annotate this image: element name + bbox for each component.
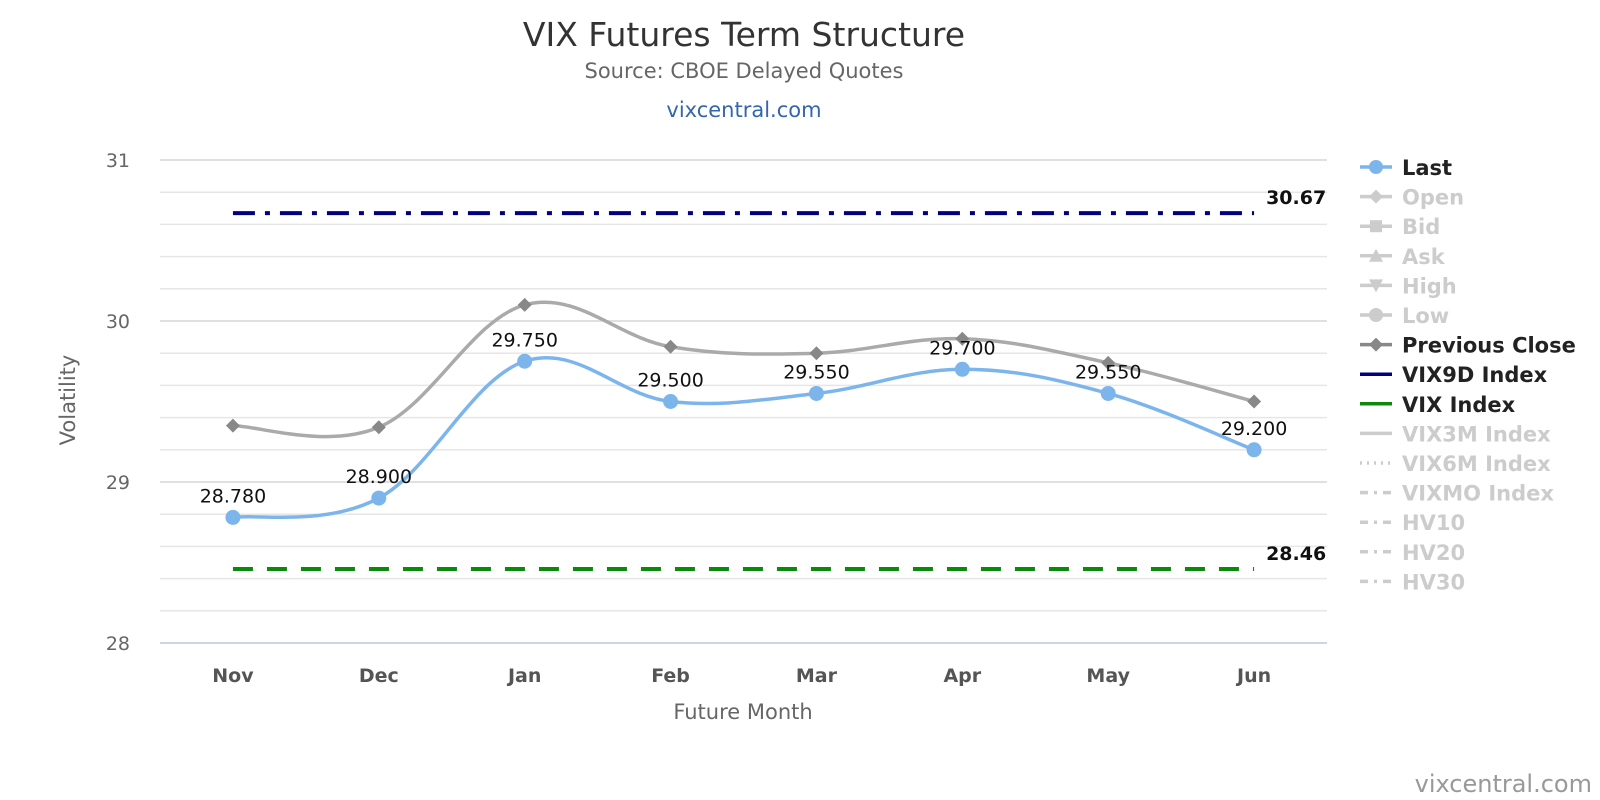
legend-label: HV20 [1402, 541, 1465, 565]
last-data-label: 29.550 [783, 361, 849, 383]
legend-item-vix6m-index[interactable]: VIX6M Index [1360, 452, 1551, 476]
previous-close-point[interactable] [809, 346, 824, 361]
legend-marker [1370, 220, 1382, 233]
credit-text[interactable]: vixcentral.com [1415, 770, 1592, 798]
legend-item-hv20[interactable]: HV20 [1360, 541, 1465, 565]
y-axis-title: Volatility [56, 355, 80, 446]
x-tick-label: May [1086, 665, 1130, 687]
legend-item-last[interactable]: Last [1360, 156, 1452, 180]
last-point[interactable] [225, 509, 241, 525]
legend-label: High [1402, 274, 1457, 298]
chart-title: VIX Futures Term Structure [523, 15, 965, 54]
x-tick-label: Feb [651, 665, 690, 687]
legend-label: Bid [1402, 215, 1440, 239]
legend-marker [1369, 279, 1383, 293]
last-point[interactable] [371, 490, 387, 506]
last-data-label: 29.750 [491, 329, 557, 351]
previous-close-point[interactable] [225, 418, 240, 433]
last-point[interactable] [1100, 385, 1116, 401]
grid [160, 159, 1327, 644]
source-link[interactable]: vixcentral.com [666, 98, 821, 122]
last-line[interactable] [232, 355, 1255, 520]
previous-close-point[interactable] [663, 339, 678, 354]
y-tick-label: 30 [106, 311, 130, 333]
legend-label: Ask [1402, 245, 1446, 269]
last-point[interactable] [808, 385, 824, 401]
legend-marker [1369, 308, 1383, 322]
last-data-label: 29.500 [637, 370, 703, 392]
legend-item-ask[interactable]: Ask [1360, 245, 1446, 269]
legend-label: Open [1402, 186, 1464, 210]
legend-label: Last [1402, 156, 1452, 180]
previous-close-point[interactable] [1101, 355, 1116, 370]
previous-close-point[interactable] [1247, 394, 1262, 409]
legend-label: VIX9D Index [1402, 363, 1548, 387]
legend-label: HV30 [1402, 570, 1465, 594]
previous-close-line[interactable] [232, 300, 1255, 439]
legend-item-hv10[interactable]: HV10 [1360, 511, 1465, 535]
legend-label: Previous Close [1402, 334, 1576, 358]
previous-close-point[interactable] [955, 331, 970, 346]
x-axis-title: Future Month [673, 700, 812, 724]
y-tick-label: 28 [106, 633, 130, 655]
legend-item-high[interactable]: High [1360, 274, 1457, 298]
y-tick-label: 29 [106, 472, 130, 494]
legend-item-vix-index[interactable]: VIX Index [1360, 393, 1516, 417]
x-tick-label: Apr [943, 665, 981, 687]
last-data-label: 28.900 [346, 466, 412, 488]
vix-index-value-label: 28.46 [1266, 543, 1326, 565]
legend-marker [1369, 248, 1383, 262]
x-tick-label: Jan [506, 665, 541, 687]
previous-close-point[interactable] [371, 420, 386, 435]
legend-label: VIX6M Index [1402, 452, 1551, 476]
last-data-label: 29.550 [1075, 361, 1141, 383]
legend-item-vixmo-index[interactable]: VIXMO Index [1360, 482, 1554, 506]
legend-marker [1369, 160, 1383, 174]
legend: Last Open Bid Ask High Low Previous Close VIX9D… [1360, 156, 1576, 594]
last-point[interactable] [663, 394, 679, 409]
last-data-label: 29.700 [929, 337, 995, 359]
chart-subtitle: Source: CBOE Delayed Quotes [585, 59, 904, 83]
series-area: 30.67 28.46 28.780 28.900 29.750 29.500 29.550… [200, 187, 1326, 571]
x-tick-label: Jun [1235, 665, 1271, 687]
y-tick-label: 31 [106, 150, 130, 172]
x-tick-label: Mar [796, 665, 838, 687]
y-axis: 28 29 30 31 [106, 150, 130, 655]
legend-item-hv30[interactable]: HV30 [1360, 570, 1465, 594]
legend-label: Low [1402, 304, 1449, 328]
legend-item-previous-close[interactable]: Previous Close [1360, 334, 1576, 358]
x-axis: Nov Dec Jan Feb Mar Apr May Jun [212, 665, 1271, 687]
legend-item-open[interactable]: Open [1360, 186, 1464, 210]
last-point[interactable] [517, 353, 533, 369]
legend-label: VIX3M Index [1402, 422, 1551, 446]
legend-item-bid[interactable]: Bid [1360, 215, 1440, 239]
legend-label: VIX Index [1402, 393, 1516, 417]
last-point[interactable] [1246, 442, 1262, 458]
legend-label: HV10 [1402, 511, 1465, 535]
vix9d-index-value-label: 30.67 [1266, 187, 1326, 209]
last-data-label: 29.200 [1221, 418, 1287, 440]
last-data-label: 28.780 [200, 485, 266, 507]
legend-marker [1369, 337, 1383, 352]
x-tick-label: Nov [212, 665, 254, 687]
previous-close-point[interactable] [517, 297, 532, 312]
legend-marker [1369, 189, 1383, 204]
legend-item-vix3m-index[interactable]: VIX3M Index [1360, 422, 1551, 446]
x-tick-label: Dec [359, 665, 399, 687]
legend-label: VIXMO Index [1402, 482, 1554, 506]
last-point[interactable] [954, 361, 970, 377]
legend-item-low[interactable]: Low [1360, 304, 1449, 328]
legend-item-vix9d-index[interactable]: VIX9D Index [1360, 363, 1548, 387]
